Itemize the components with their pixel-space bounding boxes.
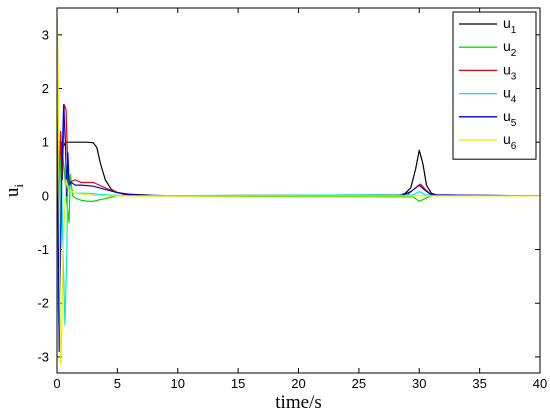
x-tick-label: 30 (412, 376, 426, 391)
legend-label-base: u (503, 131, 511, 147)
y-axis-label-base: u (2, 187, 23, 197)
x-tick-label: 15 (231, 376, 245, 391)
legend-label: u6 (503, 131, 517, 152)
legend-label-subscript: 5 (511, 118, 517, 129)
legend-label-subscript: 3 (511, 71, 517, 82)
legend-label-subscript: 6 (511, 141, 517, 152)
legend-label-subscript: 2 (511, 48, 517, 59)
plot-area (57, 18, 540, 366)
y-tick-label: 2 (42, 81, 49, 96)
legend-label: u4 (503, 85, 517, 106)
series-line-u6 (57, 18, 540, 366)
legend-label-subscript: 4 (511, 95, 517, 106)
x-tick-label: 20 (291, 376, 305, 391)
y-tick-label: -3 (37, 349, 49, 364)
x-axis-label: time/s (275, 392, 321, 413)
x-tick-label: 35 (472, 376, 486, 391)
y-tick-label: 3 (42, 27, 49, 42)
x-tick-label: 5 (114, 376, 121, 391)
x-tick-label: 40 (533, 376, 547, 391)
y-tick-label: -2 (37, 296, 49, 311)
legend-label: u3 (503, 61, 517, 82)
legend-label-base: u (503, 61, 511, 77)
y-tick-label: 1 (42, 135, 49, 150)
y-tick-label: -1 (37, 242, 49, 257)
legend-label-base: u (503, 85, 511, 101)
x-tick-label: 0 (53, 376, 60, 391)
plot-frame (56, 7, 541, 374)
series-layer (57, 18, 540, 366)
legend-label: u5 (503, 108, 517, 129)
y-axis-label-subscript: i (11, 184, 26, 188)
y-axis-label: ui (2, 184, 26, 198)
legend-box (452, 11, 537, 160)
legend-label-base: u (503, 15, 511, 31)
x-tick-label: 10 (171, 376, 185, 391)
y-tick-label: 0 (42, 188, 49, 203)
x-tick-label: 25 (352, 376, 366, 391)
legend-label: u2 (503, 38, 517, 59)
legend-label-subscript: 1 (511, 25, 517, 36)
legend-label: u1 (503, 15, 517, 36)
legend-label-base: u (503, 108, 511, 124)
series-line-u5 (57, 87, 540, 353)
legend-label-base: u (503, 38, 511, 54)
